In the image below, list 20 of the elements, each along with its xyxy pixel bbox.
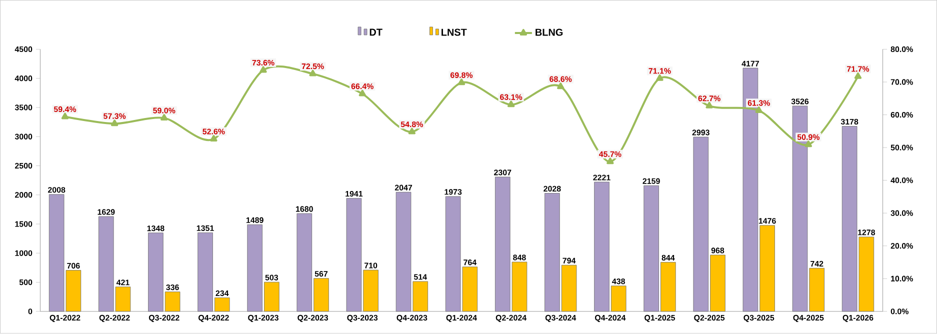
point	[606, 158, 614, 164]
point	[160, 114, 168, 121]
legend-label: BLNG	[536, 28, 563, 36]
point	[110, 120, 118, 126]
point	[458, 78, 466, 86]
point	[854, 72, 862, 80]
point	[706, 102, 713, 109]
point	[656, 74, 664, 82]
point	[804, 140, 812, 148]
point	[210, 135, 218, 142]
point	[755, 106, 762, 114]
point	[358, 90, 366, 96]
legend-label: LNST	[442, 28, 467, 36]
point	[507, 100, 515, 108]
point	[309, 70, 316, 76]
point	[61, 112, 69, 120]
point	[557, 82, 564, 90]
point	[408, 128, 416, 134]
legend-label: DT	[370, 28, 382, 36]
point	[260, 66, 267, 73]
